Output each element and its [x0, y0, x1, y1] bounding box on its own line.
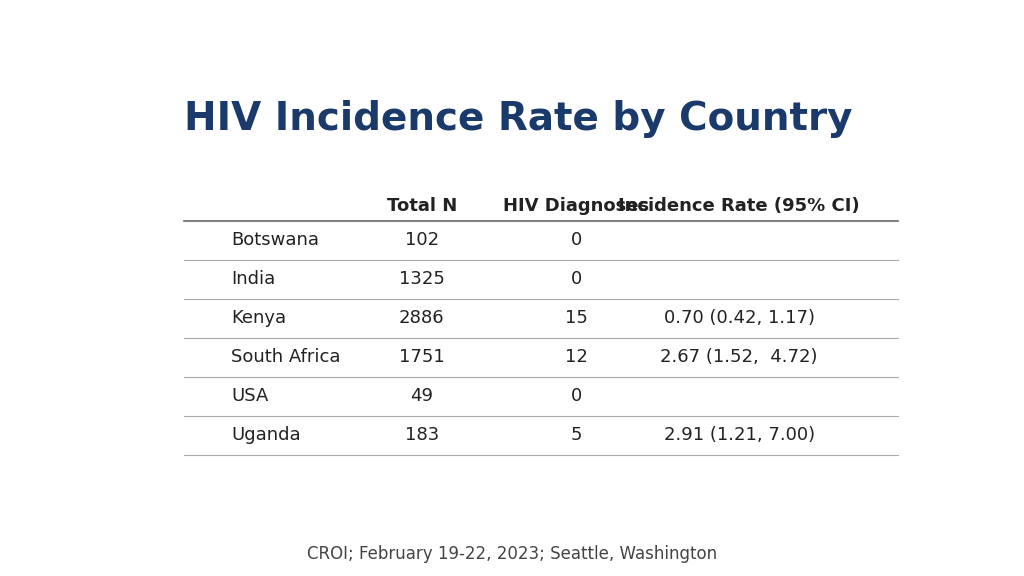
Text: 15: 15 — [565, 309, 588, 327]
Text: 1751: 1751 — [398, 348, 444, 366]
Text: 1325: 1325 — [398, 270, 444, 289]
Text: 5: 5 — [570, 426, 582, 445]
Text: 12: 12 — [565, 348, 588, 366]
Text: 2886: 2886 — [398, 309, 444, 327]
Text: Total N: Total N — [386, 198, 457, 215]
Text: Kenya: Kenya — [231, 309, 287, 327]
Text: CROI; February 19-22, 2023; Seattle, Washington: CROI; February 19-22, 2023; Seattle, Was… — [307, 545, 717, 563]
Text: HIV Incidence Rate by Country: HIV Incidence Rate by Country — [183, 100, 852, 138]
Text: HIV Diagnoses: HIV Diagnoses — [504, 198, 649, 215]
Text: 0: 0 — [570, 232, 582, 249]
Text: 0: 0 — [570, 270, 582, 289]
Text: 0.70 (0.42, 1.17): 0.70 (0.42, 1.17) — [664, 309, 814, 327]
Text: 0: 0 — [570, 388, 582, 406]
Text: 102: 102 — [404, 232, 438, 249]
Text: 2.67 (1.52,  4.72): 2.67 (1.52, 4.72) — [660, 348, 818, 366]
Text: 2.91 (1.21, 7.00): 2.91 (1.21, 7.00) — [664, 426, 815, 445]
Text: India: India — [231, 270, 275, 289]
Text: 49: 49 — [411, 388, 433, 406]
Text: USA: USA — [231, 388, 268, 406]
Text: Uganda: Uganda — [231, 426, 301, 445]
Text: Botswana: Botswana — [231, 232, 319, 249]
Text: Incidence Rate (95% CI): Incidence Rate (95% CI) — [618, 198, 860, 215]
Text: 183: 183 — [404, 426, 438, 445]
Text: South Africa: South Africa — [231, 348, 341, 366]
